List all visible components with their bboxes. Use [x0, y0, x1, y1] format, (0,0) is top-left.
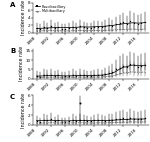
Text: A: A — [10, 2, 15, 8]
Text: B: B — [10, 48, 15, 54]
Legend: Paucibacillary, Multibacillary: Paucibacillary, Multibacillary — [35, 5, 66, 13]
Text: C: C — [10, 94, 15, 100]
Y-axis label: Incidence rate: Incidence rate — [21, 0, 26, 35]
Y-axis label: Incidence rate: Incidence rate — [19, 46, 24, 82]
Y-axis label: Incidence rate: Incidence rate — [21, 92, 26, 128]
